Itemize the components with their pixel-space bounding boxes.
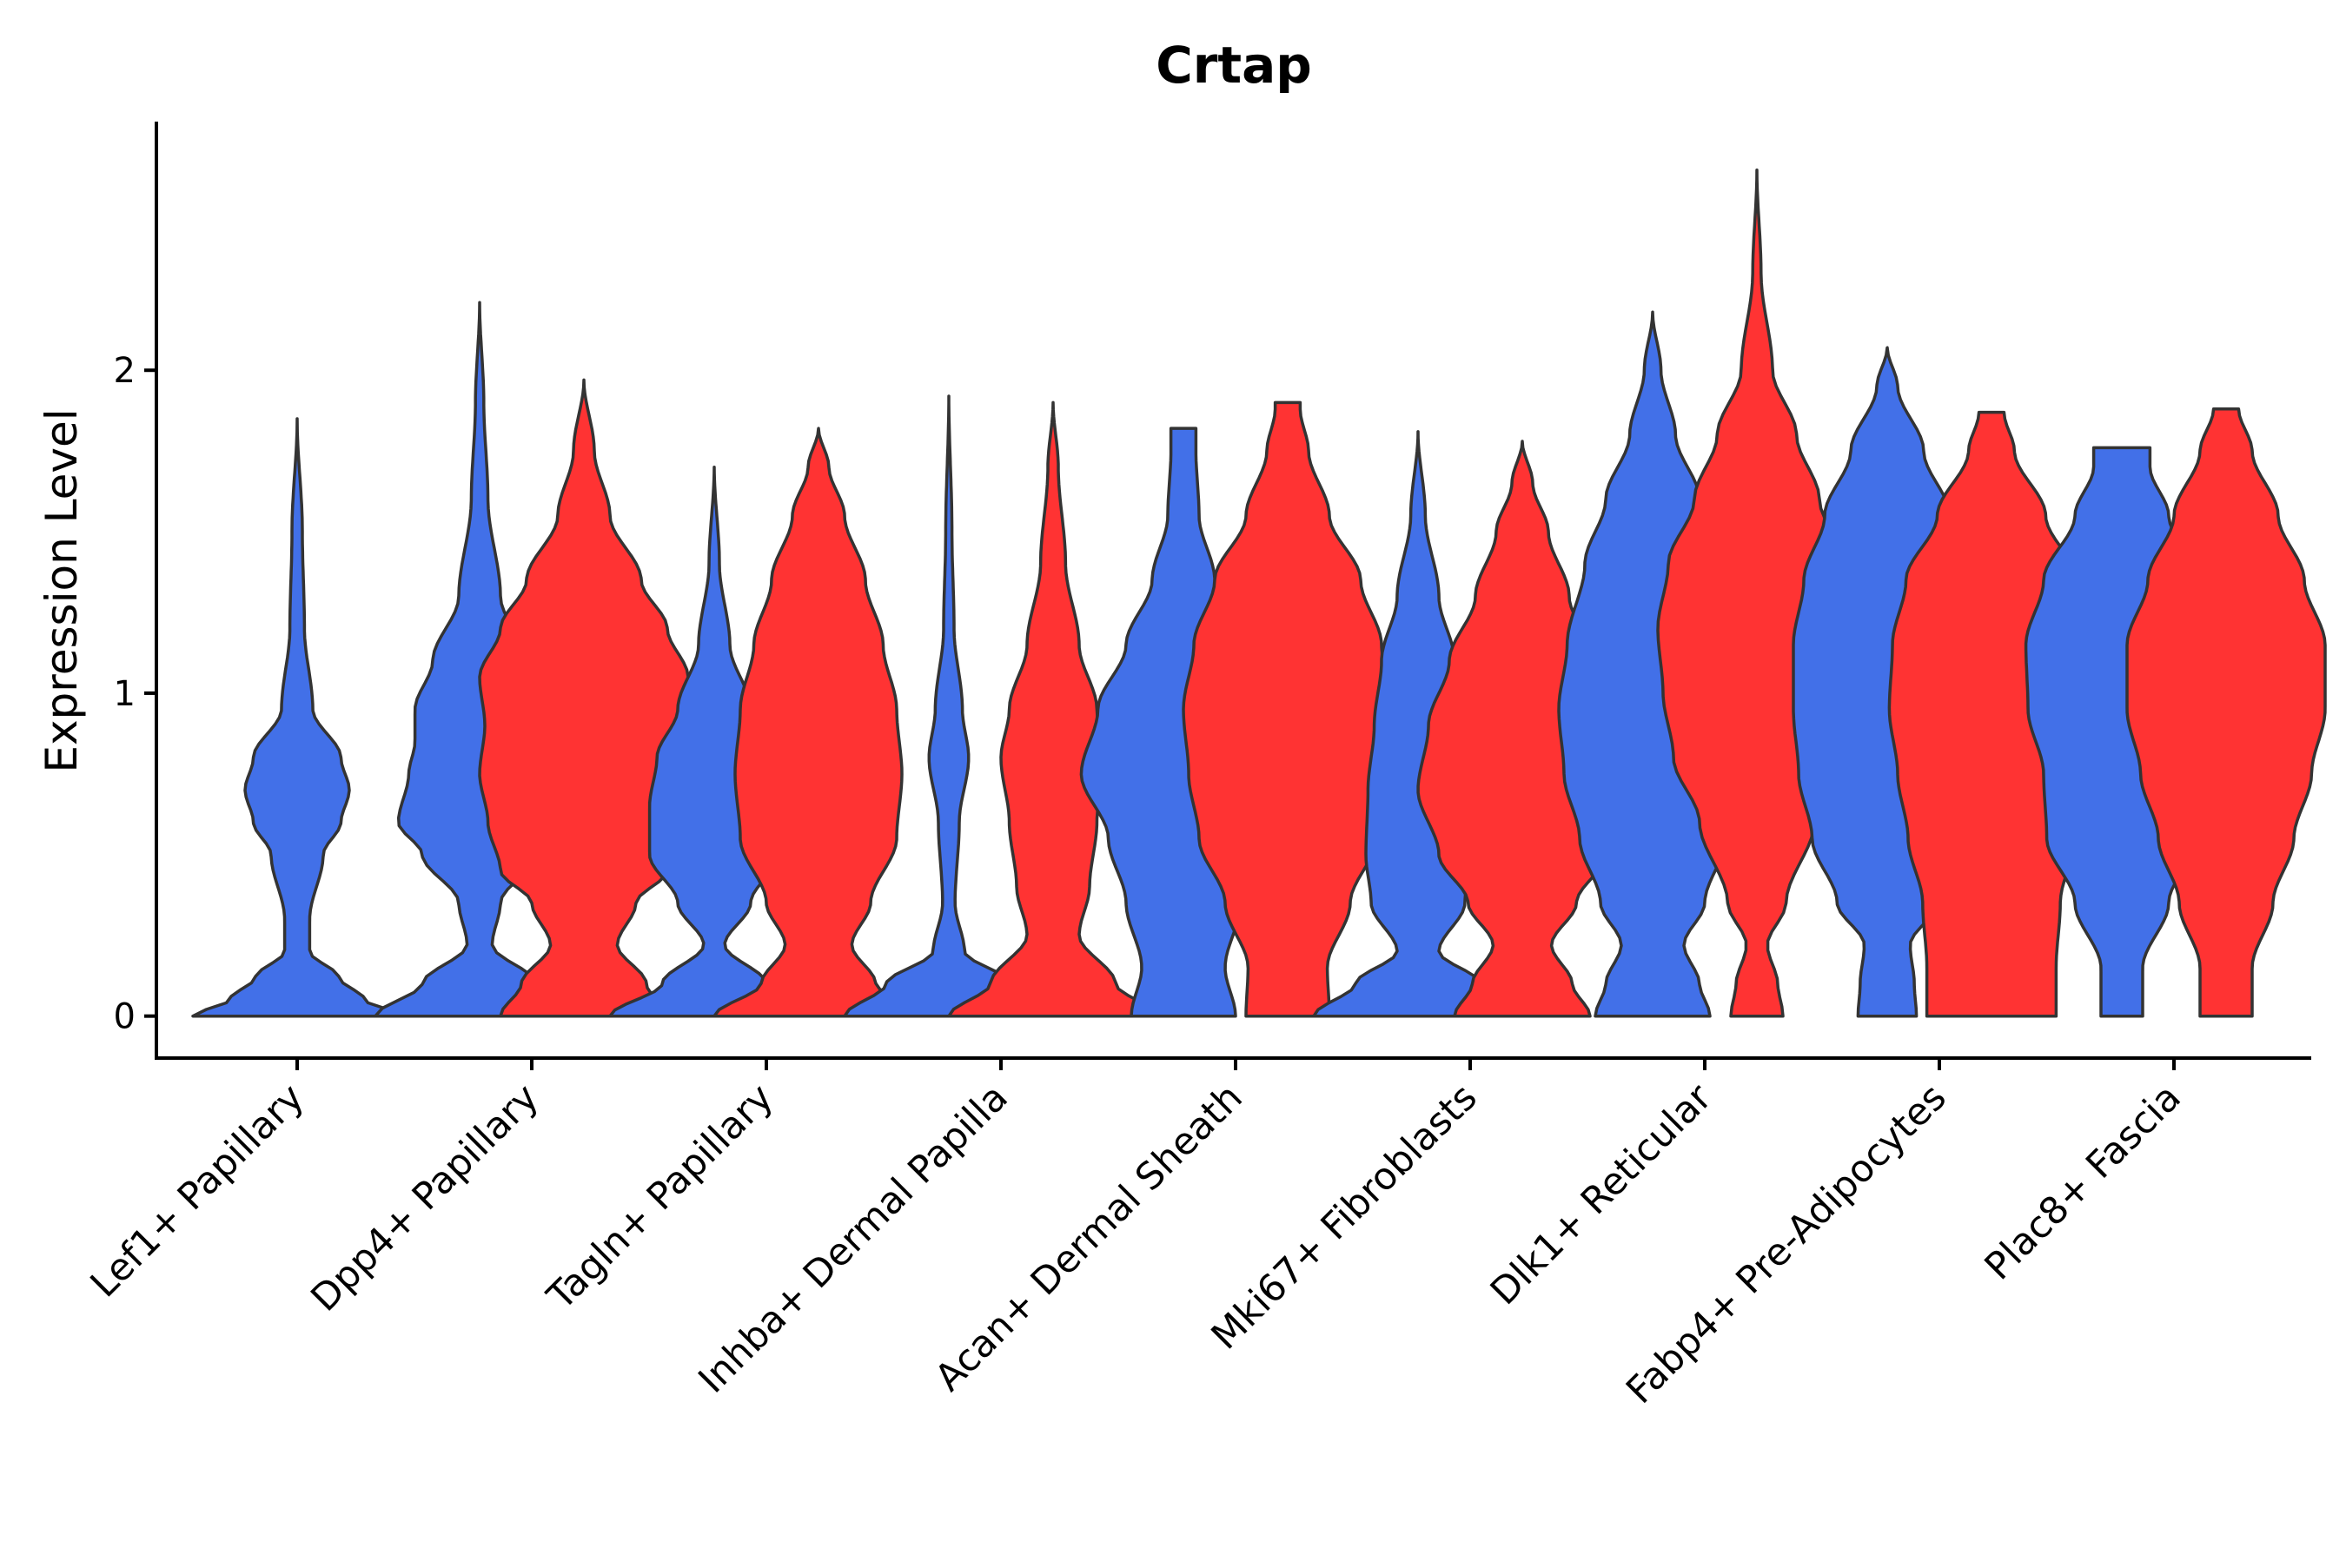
violin-lef1-papillary-blue [191, 417, 403, 1018]
chart-title: Crtap [1156, 36, 1312, 95]
violin-plac8-fascia-red [2125, 407, 2327, 1018]
violin-tagln-papillary-red [712, 427, 924, 1018]
y-tick-label: 0 [114, 997, 136, 1037]
x-tick-label: Dpp4+ Papillary [303, 1075, 547, 1320]
x-tick-label: Lef1+ Papillary [83, 1075, 313, 1306]
x-tick-label: Mki67+ Fibroblasts [1203, 1075, 1486, 1358]
x-tick-label: Dlk1+ Reticular [1482, 1075, 1720, 1313]
violin-inhba-dermal-papilla-blue [843, 394, 1055, 1018]
x-tick-label: Plac8+ Fascia [1977, 1075, 2190, 1288]
y-axis-label: Expression Level [36, 408, 87, 772]
violins-layer [191, 169, 2327, 1018]
x-tick-label: Tagln+ Papillary [539, 1075, 782, 1319]
y-tick-label: 1 [114, 674, 136, 714]
y-tick-label: 2 [114, 351, 136, 391]
violin-dpp4-papillary-red [478, 378, 690, 1018]
